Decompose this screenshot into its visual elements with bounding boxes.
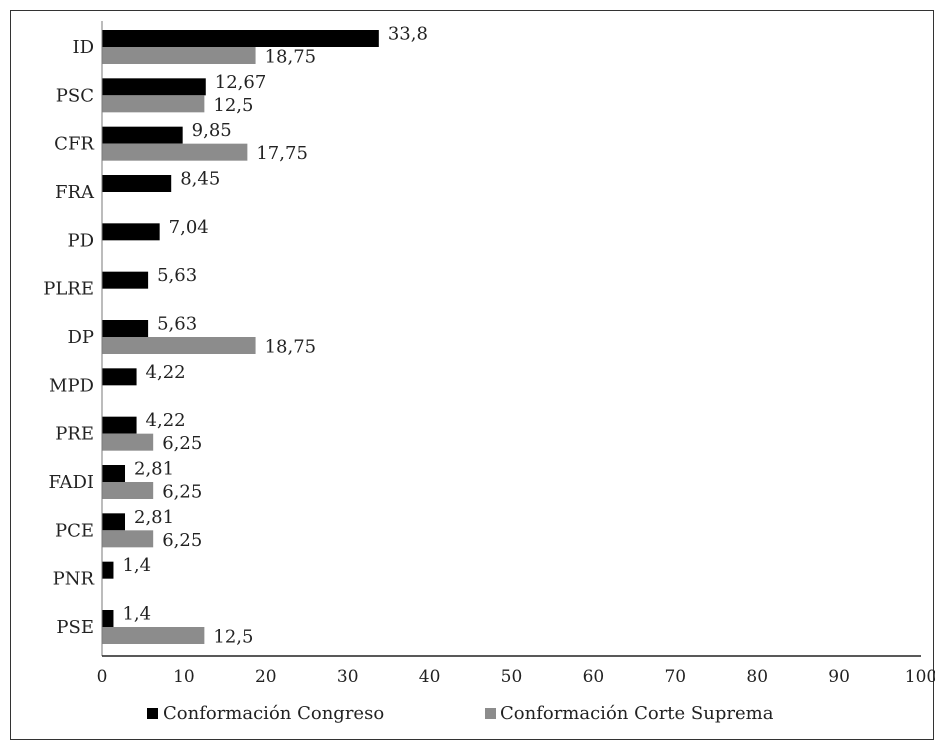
congreso-bar-dp [102, 320, 149, 337]
corte-bar-id [102, 47, 256, 64]
congreso-bar-pse [102, 610, 114, 627]
corte-bar-pse [102, 627, 205, 644]
corte-bar-psc [102, 95, 205, 113]
corte-data-label-pce: 6,25 [162, 530, 202, 551]
legend-swatch-corte [485, 708, 496, 719]
congreso-bar-plre [102, 271, 149, 289]
category-label-pce: PCE [55, 520, 94, 541]
congreso-data-label-pnr: 1,4 [122, 555, 151, 576]
congreso-bar-pnr [102, 561, 114, 579]
axis-layer: 0 10 20 30 40 50 60 70 80 90 100 ID PSC CFR FRA PD PLRE D… [43, 21, 935, 687]
x-tick-label-80: 80 [746, 667, 768, 687]
category-label-fra: FRA [55, 182, 95, 203]
congreso-bar-fra [102, 175, 172, 192]
congreso-bar-fadi [102, 465, 126, 482]
corte-data-label-pre: 6,25 [162, 433, 202, 454]
corte-data-label-dp: 18,75 [265, 337, 317, 358]
congreso-data-label-id: 33,8 [388, 24, 428, 45]
congreso-data-label-cfr: 9,85 [192, 120, 232, 141]
congreso-bar-pce [102, 513, 126, 531]
legend-label-corte: Conformación Corte Suprema [500, 703, 774, 724]
congreso-data-label-pse: 1,4 [122, 604, 151, 625]
category-label-pd: PD [67, 230, 94, 251]
congreso-data-label-pre: 4,22 [146, 410, 186, 431]
congreso-data-label-fadi: 2,81 [134, 459, 174, 480]
congreso-data-label-pd: 7,04 [169, 217, 209, 238]
congreso-data-label-dp: 5,63 [157, 314, 197, 335]
x-tick-label-10: 10 [173, 667, 195, 687]
congreso-bar-id [102, 30, 379, 47]
category-label-pre: PRE [55, 424, 94, 445]
bar-chart: 33,818,7512,6712,59,8517,758,457,045,635… [43, 21, 935, 724]
congreso-bar-pd [102, 223, 160, 241]
category-label-dp: DP [67, 327, 94, 348]
data-labels-layer: 33,818,7512,6712,59,8517,758,457,045,635… [122, 24, 427, 648]
corte-bar-cfr [102, 143, 248, 161]
legend: Conformación Congreso Conformación Corte … [147, 703, 774, 724]
category-label-cfr: CFR [54, 134, 94, 155]
corte-bar-fadi [102, 482, 154, 499]
category-label-pnr: PNR [53, 569, 95, 590]
category-label-id: ID [72, 37, 94, 58]
category-label-psc: PSC [56, 85, 94, 106]
congreso-data-label-pce: 2,81 [134, 507, 174, 528]
corte-bar-pre [102, 433, 154, 451]
congreso-bar-psc [102, 78, 206, 96]
corte-data-label-psc: 12,5 [213, 95, 253, 116]
category-label-pse: PSE [56, 617, 94, 638]
category-label-plre: PLRE [43, 279, 94, 300]
x-tick-label-100: 100 [905, 667, 935, 687]
bars-layer [102, 30, 379, 644]
legend-label-congreso: Conformación Congreso [163, 703, 384, 724]
x-tick-label-40: 40 [419, 667, 441, 687]
x-tick-label-30: 30 [337, 667, 359, 687]
x-tick-label-0: 0 [97, 667, 108, 687]
x-tick-label-70: 70 [664, 667, 686, 687]
corte-data-label-fadi: 6,25 [162, 482, 202, 503]
x-tick-label-20: 20 [255, 667, 277, 687]
corte-data-label-pse: 12,5 [213, 627, 253, 648]
congreso-data-label-fra: 8,45 [180, 169, 220, 190]
x-tick-label-60: 60 [583, 667, 605, 687]
chart-frame: 33,8 18,75 12,67 12,5 9,85 17,75 8,45 7,04 5,63 5… [10, 10, 935, 740]
congreso-bar-cfr [102, 126, 183, 144]
category-label-fadi: FADI [49, 472, 94, 493]
category-label-mpd: MPD [49, 375, 94, 396]
congreso-data-label-psc: 12,67 [215, 72, 267, 93]
corte-bar-dp [102, 337, 256, 354]
x-tick-label-50: 50 [501, 667, 523, 687]
legend-swatch-congreso [147, 708, 158, 719]
x-tick-label-90: 90 [828, 667, 850, 687]
corte-data-label-cfr: 17,75 [256, 143, 308, 164]
congreso-bar-pre [102, 416, 137, 434]
congreso-data-label-mpd: 4,22 [146, 362, 186, 383]
corte-data-label-id: 18,75 [265, 47, 317, 68]
congreso-data-label-plre: 5,63 [157, 265, 197, 286]
congreso-bar-mpd [102, 368, 137, 386]
corte-bar-pce [102, 530, 154, 548]
